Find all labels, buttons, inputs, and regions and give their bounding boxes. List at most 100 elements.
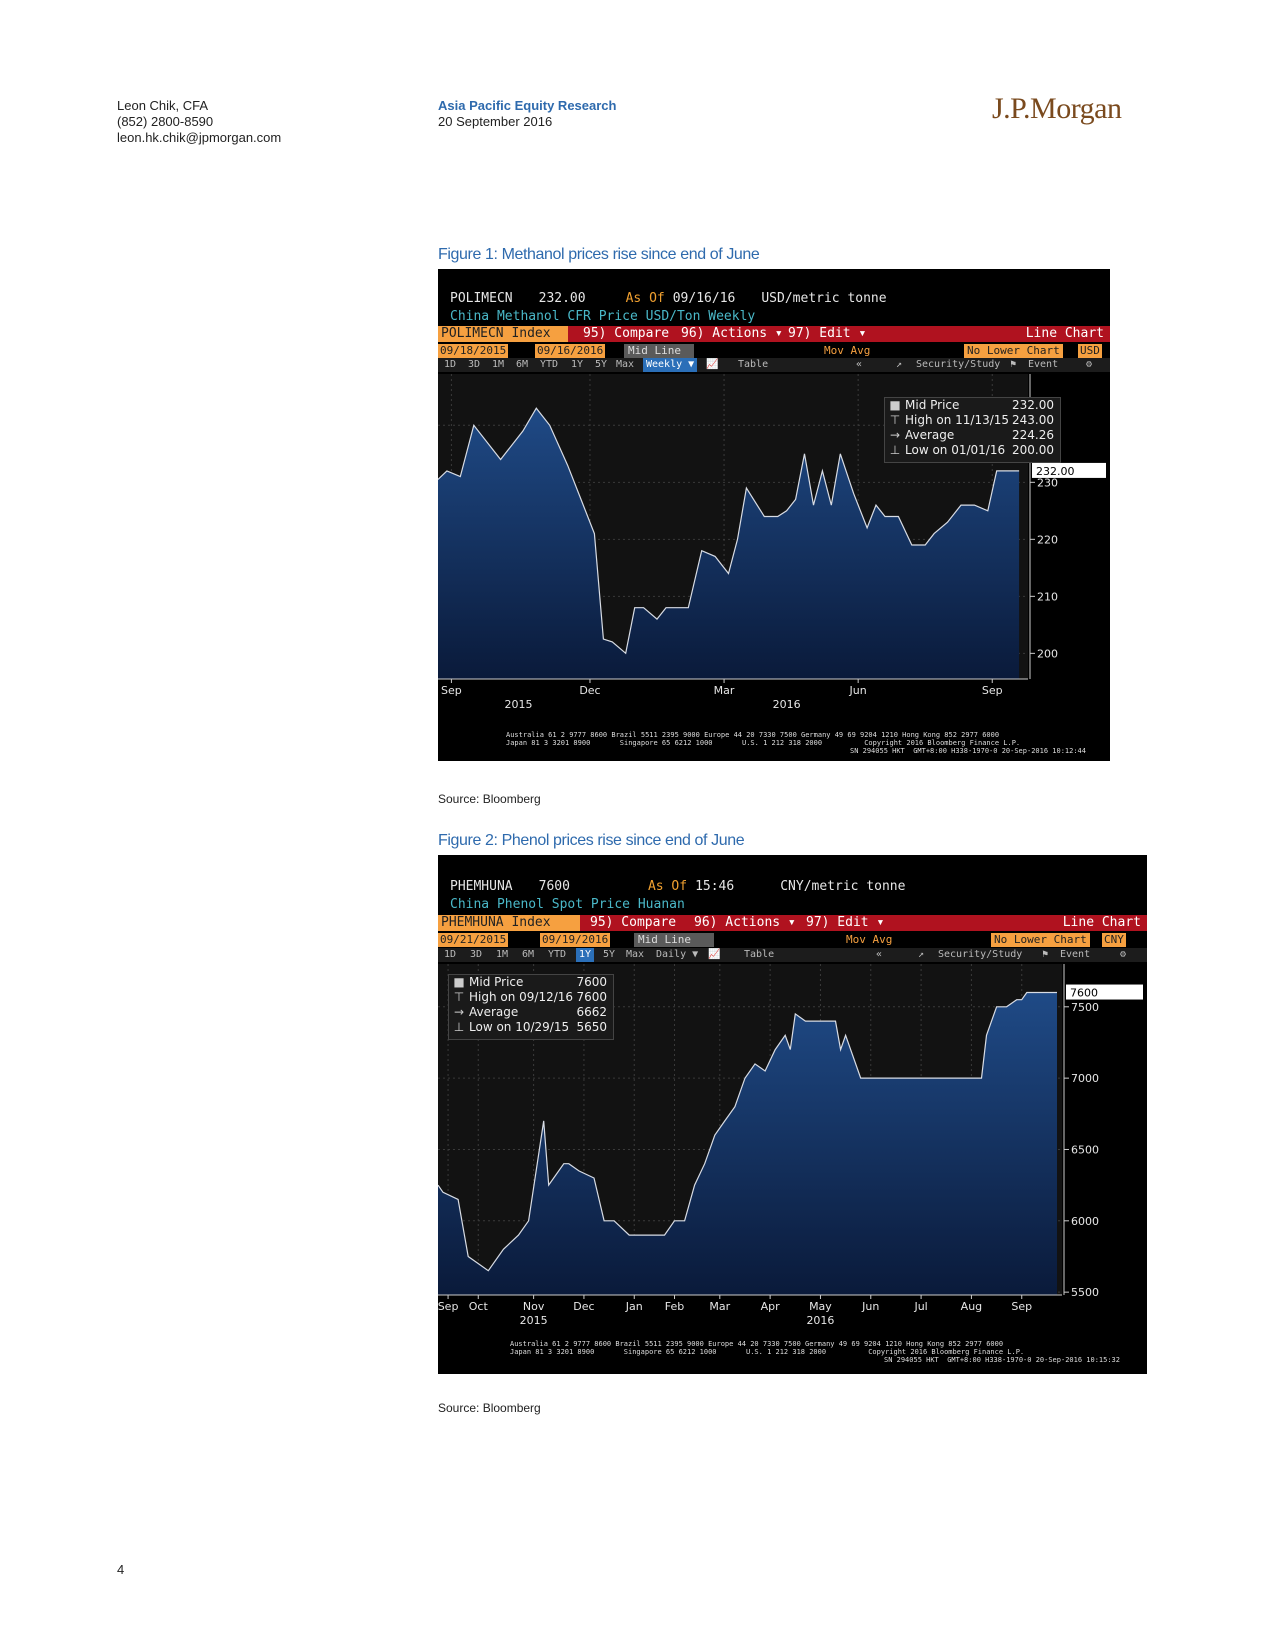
range-6m[interactable]: 6M — [522, 949, 535, 960]
terminal-subtitle: China Phenol Spot Price Huanan — [450, 897, 685, 912]
x-tick-label: Apr — [761, 1300, 781, 1313]
y-tick-label: 6500 — [1071, 1143, 1099, 1156]
gear-icon[interactable]: ⚙ — [1086, 359, 1093, 370]
y-tick-label: 210 — [1037, 590, 1058, 603]
flag-icon[interactable]: ⚑ — [1042, 949, 1049, 960]
x-year-label: 2015 — [504, 698, 532, 711]
currency-select[interactable]: CNY — [1102, 933, 1126, 947]
table-button[interactable]: Table — [738, 359, 769, 370]
price-chart-1: 200210220230240232.00SepDecMarJunSep2015… — [438, 374, 1106, 711]
x-tick-label: Mar — [714, 684, 735, 697]
frequency-select[interactable]: Weekly ▼ — [643, 358, 698, 372]
range-5y[interactable]: 5Y — [603, 949, 616, 960]
actions-button[interactable]: 96) Actions ▾ — [694, 915, 796, 930]
range-ytd[interactable]: YTD — [548, 949, 567, 960]
event-button[interactable]: Event — [1060, 949, 1091, 960]
author-email: leon.hk.chik@jpmorgan.com — [117, 130, 282, 145]
collapse-icon[interactable]: « — [876, 949, 883, 960]
x-tick-label: May — [809, 1300, 832, 1313]
line-chart-label[interactable]: Line Chart — [1025, 326, 1104, 341]
date-to-field[interactable]: 09/19/2016 — [540, 933, 611, 947]
legend-row: ■ Mid Price 232.00 — [889, 398, 1054, 412]
legend-row: ⊤ High on 11/13/15 243.00 — [889, 413, 1054, 427]
range-max[interactable]: Max — [616, 359, 635, 370]
y-tick-label: 5500 — [1071, 1286, 1099, 1299]
edit-button[interactable]: 97) Edit ▾ — [788, 326, 867, 341]
range-1d[interactable]: 1D — [444, 949, 457, 960]
x-tick-label: Feb — [665, 1300, 684, 1313]
range-1y[interactable]: 1Y — [571, 359, 584, 370]
last-value-tag — [1032, 462, 1106, 478]
actions-button[interactable]: 96) Actions ▾ — [681, 326, 783, 341]
x-tick-label: Jul — [913, 1300, 927, 1313]
range-1m[interactable]: 1M — [496, 949, 509, 960]
gear-icon[interactable]: ⚙ — [1120, 949, 1127, 960]
compare-button[interactable]: 95) Compare — [583, 326, 670, 341]
last-value-tag-text: 232.00 — [1036, 465, 1075, 478]
mid-line-select[interactable]: Mid Line — [624, 344, 694, 358]
bloomberg-chart-2: PHEMHUNA 7600 As Of 15:46 CNY/metric tonne C… — [438, 855, 1147, 1374]
ticker: POLIMECN — [450, 291, 513, 306]
line-chart-label[interactable]: Line Chart — [1062, 915, 1141, 930]
security-study-button[interactable]: Security/Study — [938, 949, 1023, 960]
mov-avg-label[interactable]: Mov Avg — [824, 344, 871, 357]
x-tick-label: Sep — [441, 684, 462, 697]
date-to-field[interactable]: 09/16/2016 — [535, 344, 606, 358]
range-1d[interactable]: 1D — [444, 359, 457, 370]
no-lower-chart-select[interactable]: No Lower Chart — [964, 344, 1063, 358]
range-3d[interactable]: 3D — [470, 949, 483, 960]
last-value: 232.00 — [538, 291, 586, 306]
mid-line-select[interactable]: Mid Line — [634, 933, 714, 947]
last-value-tag — [1066, 984, 1143, 1000]
range-1y[interactable]: 1Y — [576, 948, 595, 962]
chart-type-icon[interactable]: 📈 — [708, 949, 721, 960]
table-button[interactable]: Table — [744, 949, 775, 960]
range-6m[interactable]: 6M — [516, 359, 529, 370]
edit-button[interactable]: 97) Edit ▾ — [806, 915, 885, 930]
index-label[interactable]: PHEMHUNA Index — [438, 915, 580, 931]
range-3d[interactable]: 3D — [468, 359, 481, 370]
frequency-select[interactable]: Daily ▼ — [656, 949, 699, 960]
as-of-label: As Of — [647, 879, 688, 894]
as-of-label: As Of — [625, 291, 665, 306]
security-study-icon[interactable]: ↗ — [918, 949, 925, 960]
range-max[interactable]: Max — [626, 949, 645, 960]
figure-1-title: Figure 1: Methanol prices rise since end… — [438, 246, 760, 263]
x-year-label: 2016 — [773, 698, 801, 711]
square-icon: ■ — [453, 975, 465, 989]
x-tick-label: Sep — [982, 684, 1003, 697]
event-button[interactable]: Event — [1028, 359, 1059, 370]
collapse-icon[interactable]: « — [856, 359, 863, 370]
legend-row: → Average 6662 — [453, 1005, 607, 1019]
report-date: 20 September 2016 — [438, 114, 553, 129]
author-name: Leon Chik, CFA — [117, 98, 209, 113]
currency-select[interactable]: USD — [1078, 344, 1102, 358]
x-tick-label: Aug — [961, 1300, 982, 1313]
no-lower-chart-select[interactable]: No Lower Chart — [991, 933, 1090, 947]
figure-1-source: Source: Bloomberg — [438, 792, 541, 806]
range-5y[interactable]: 5Y — [595, 359, 608, 370]
index-label[interactable]: POLIMECN Index — [438, 326, 568, 342]
range-1m[interactable]: 1M — [492, 359, 505, 370]
author-phone: (852) 2800-8590 — [117, 114, 214, 129]
jpmorgan-logo: J.P.Morgan — [992, 92, 1122, 125]
chart-type-icon[interactable]: 📈 — [706, 359, 719, 370]
mov-avg-label[interactable]: Mov Avg — [846, 933, 893, 946]
date-from-field[interactable]: 09/18/2015 — [438, 344, 509, 358]
series-area — [438, 408, 1020, 679]
x-tick-label: Sep — [1011, 1300, 1032, 1313]
as-of-value: 09/16/16 — [672, 291, 736, 306]
compare-button[interactable]: 95) Compare — [590, 915, 677, 930]
range-ytd[interactable]: YTD — [540, 359, 559, 370]
ticker: PHEMHUNA — [450, 879, 513, 894]
bloomberg-chart-1: POLIMECN 232.00 As Of 09/16/16 USD/metric to… — [438, 269, 1110, 761]
range-bar: 1D 3D 1M 6M YTD 1Y 5Y Max Daily ▼ 📈 Tabl… — [438, 948, 1147, 962]
date-bar: 09/21/2015 09/19/2016 Mid Line Mov Avg N… — [438, 933, 1147, 947]
security-study-button[interactable]: Security/Study — [916, 359, 1001, 370]
last-value-tag-text: 7600 — [1070, 987, 1098, 1000]
security-study-icon[interactable]: ↗ — [896, 359, 903, 370]
date-from-field[interactable]: 09/21/2015 — [438, 933, 509, 947]
flag-icon[interactable]: ⚑ — [1010, 359, 1017, 370]
average-icon: → — [453, 1005, 465, 1019]
series-line — [438, 991, 1057, 1272]
